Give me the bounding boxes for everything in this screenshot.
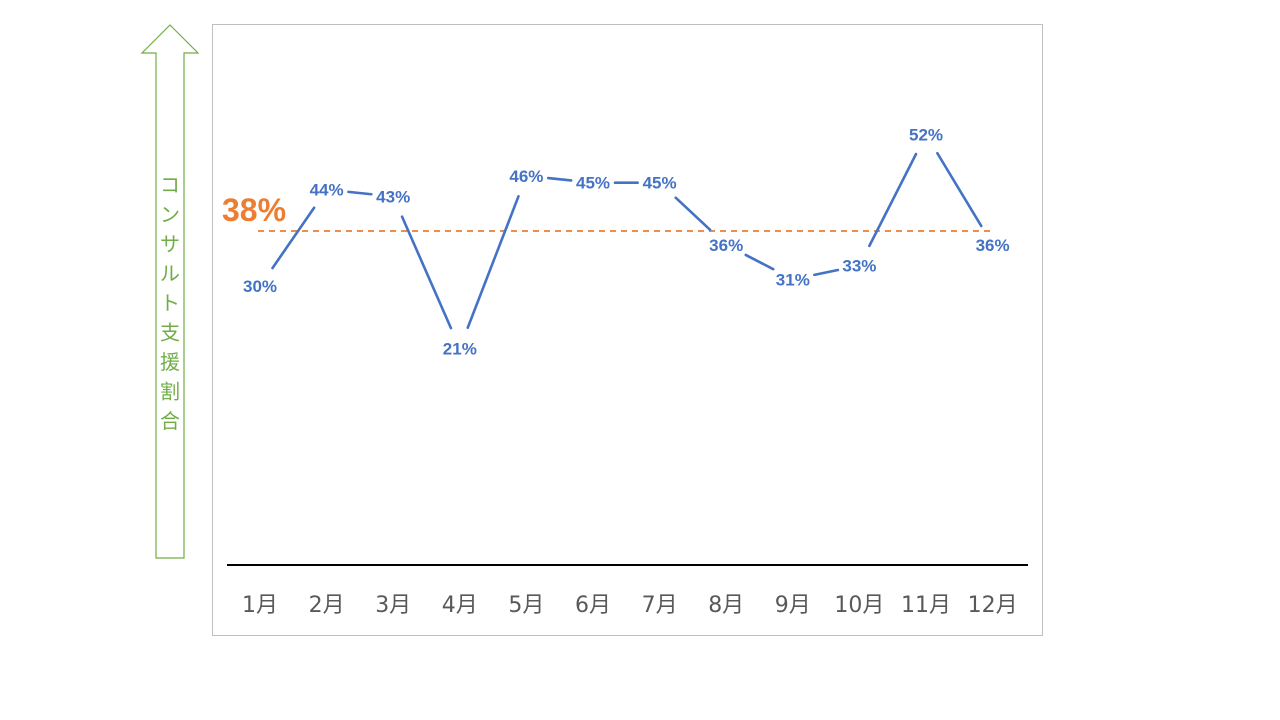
y-axis-label-char: サ	[160, 232, 180, 256]
data-label: 45%	[576, 174, 610, 193]
series-segment	[813, 268, 840, 277]
x-tick-label: 3月	[375, 593, 411, 618]
data-label: 52%	[909, 125, 943, 144]
data-label: 21%	[443, 339, 477, 358]
x-tick-label: 2月	[309, 593, 345, 618]
x-tick-label: 1月	[242, 593, 278, 618]
chart-frame	[212, 24, 1043, 636]
data-label: 36%	[976, 236, 1010, 255]
data-label: 33%	[842, 257, 876, 276]
x-tick-label: 6月	[575, 593, 611, 618]
series-segment	[674, 196, 712, 232]
series-segment	[936, 151, 983, 228]
y-axis-label-char: 割	[160, 380, 180, 404]
x-tick-label: 10月	[834, 593, 884, 618]
x-tick-label: 8月	[708, 593, 744, 618]
x-tick-label: 11月	[901, 593, 951, 618]
y-axis-label-char: 合	[160, 409, 180, 433]
series-segment	[744, 253, 775, 271]
data-label: 44%	[310, 181, 344, 200]
x-tick-label: 12月	[968, 593, 1018, 618]
data-label: 36%	[709, 236, 743, 255]
x-tick-label: 5月	[508, 593, 544, 618]
data-label: 31%	[776, 270, 810, 289]
series-segment	[868, 152, 918, 248]
x-tick-label: 9月	[775, 593, 811, 618]
series-segment	[347, 190, 373, 196]
y-axis-label-char: 支	[160, 321, 180, 345]
y-axis-label-char: ト	[160, 291, 180, 315]
data-label: 30%	[243, 277, 277, 296]
data-label: 46%	[509, 167, 543, 186]
data-label: 43%	[376, 188, 410, 207]
series-segment	[466, 195, 520, 330]
series-segment	[546, 176, 573, 182]
y-axis-label-char: 援	[160, 350, 180, 374]
y-axis-label-char: コ	[160, 173, 180, 197]
data-label: 45%	[643, 174, 677, 193]
data-labels: 30% 44% 43% 21% 46% 45% 45% 36% 31% 33% 52% 36%	[243, 125, 1010, 358]
y-axis-label-char: ル	[160, 262, 180, 286]
x-tick-label: 7月	[642, 593, 678, 618]
average-label: 38%	[222, 192, 286, 228]
x-tick-label: 4月	[442, 593, 478, 618]
series-line	[271, 151, 983, 330]
y-axis-label-char: ン	[160, 203, 180, 227]
month-labels: 1月 2月 3月 4月 5月 6月 7月 8月 9月 10月 11月 12月	[242, 593, 1018, 618]
series-segment	[271, 206, 316, 270]
series-segment	[400, 215, 453, 330]
